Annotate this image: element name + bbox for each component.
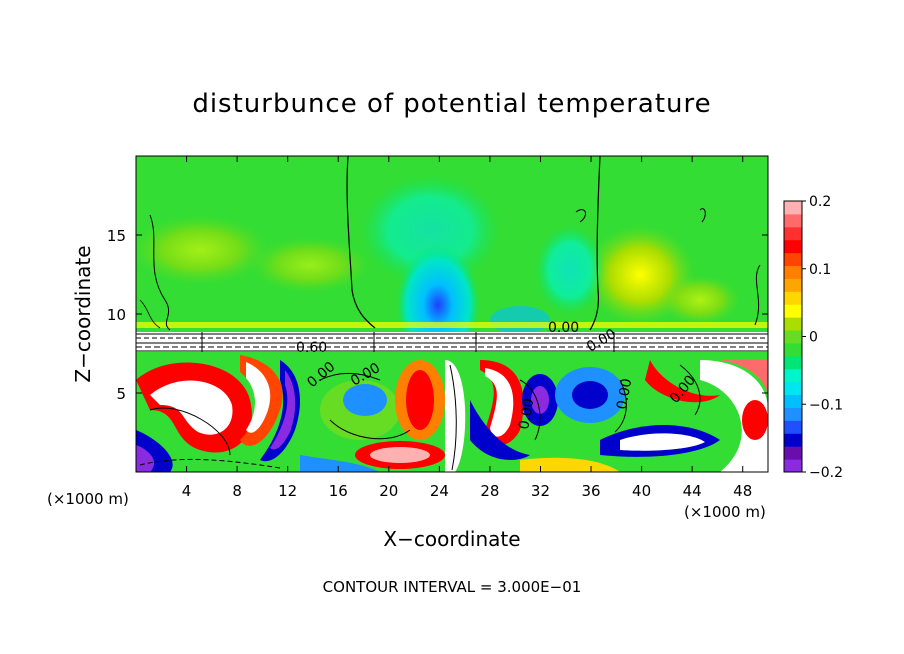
colorbar-swatch [784, 304, 802, 318]
y-axis-title: Z−coordinate [71, 245, 95, 382]
colorbar-ticks: 0.2 0.1 0 −0.1 −0.2 [802, 194, 843, 481]
colorbar-swatch [784, 459, 802, 473]
x-tick-label: 32 [531, 482, 550, 500]
colorbar-tick-label: 0 [809, 330, 818, 346]
colorbar-swatch [784, 446, 802, 460]
colorbar-swatch [784, 355, 802, 370]
x-tick-label: 20 [379, 482, 398, 500]
upper-layer-field [136, 156, 768, 332]
x-tick-label: 28 [480, 482, 499, 500]
y-tick-label: 5 [116, 385, 126, 403]
colorbar-swatch [784, 381, 802, 396]
colorbar-swatch [784, 394, 802, 408]
contour-label: 0.00 [614, 377, 635, 410]
x-tick-label: 36 [581, 482, 600, 500]
y-tick-label: 15 [107, 227, 126, 245]
contour-label: 0.60 [296, 340, 327, 356]
contour-interval-note: CONTOUR INTERVAL = 3.000E−01 [323, 578, 582, 596]
contour-label: 0.00 [516, 397, 537, 430]
colorbar [783, 200, 803, 473]
colorbar-swatch [784, 342, 802, 357]
colorbar-swatch [784, 330, 802, 344]
x-tick-label: 4 [182, 482, 192, 500]
transition-band [136, 332, 768, 352]
contour-label: 0.00 [548, 320, 579, 336]
colorbar-swatch [784, 317, 802, 331]
colorbar-swatch [784, 420, 802, 434]
colorbar-swatch [784, 291, 802, 305]
colorbar-swatch [784, 239, 802, 254]
x-axis-title: X−coordinate [383, 527, 520, 551]
x-tick-label: 48 [733, 482, 752, 500]
x-tick-label: 16 [329, 482, 348, 500]
y-axis: 5 10 15 [107, 227, 768, 403]
colorbar-swatch [784, 252, 802, 267]
x-tick-label: 24 [430, 482, 449, 500]
x-tick-label: 8 [232, 482, 242, 500]
colorbar-swatch [784, 201, 802, 215]
x-axis: 4 8 12 16 20 24 28 32 36 40 44 48 [182, 156, 752, 500]
colorbar-swatch [784, 368, 802, 383]
colorbar-swatch [784, 226, 802, 241]
x-tick-label: 40 [632, 482, 651, 500]
x-unit-label-right: (×1000 m) [684, 503, 766, 521]
colorbar-swatch [784, 265, 802, 279]
colorbar-swatch [784, 433, 802, 447]
colorbar-swatch [784, 213, 802, 228]
x-tick-label: 44 [683, 482, 702, 500]
chart-title: disturbunce of potential temperature [192, 89, 711, 119]
colorbar-tick-label: 0.2 [809, 194, 831, 210]
x-unit-label-left: (×1000 m) [47, 490, 129, 508]
y-tick-label: 10 [107, 306, 126, 324]
colorbar-swatch [784, 407, 802, 421]
x-tick-label: 12 [278, 482, 297, 500]
lower-layer-field [136, 352, 768, 472]
colorbar-tick-label: 0.1 [809, 262, 831, 278]
colorbar-tick-label: −0.2 [809, 465, 843, 481]
colorbar-swatch [784, 278, 802, 292]
colorbar-tick-label: −0.1 [809, 397, 843, 413]
